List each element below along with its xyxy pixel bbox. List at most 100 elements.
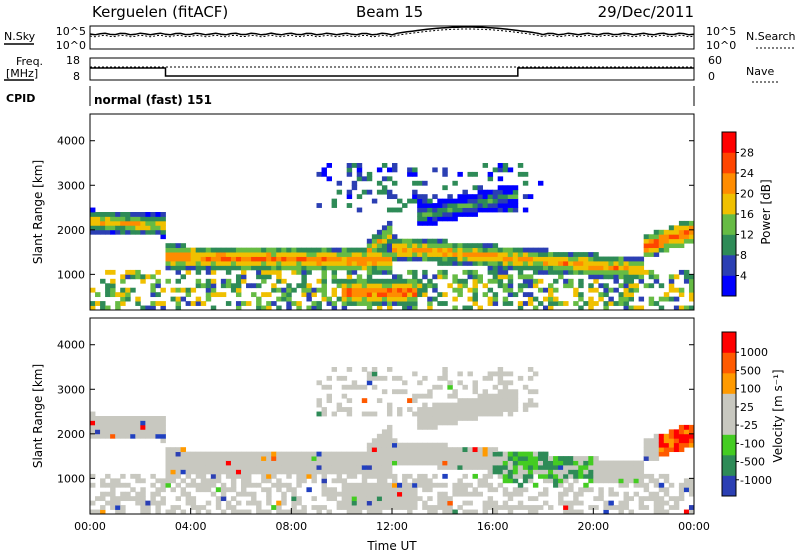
power-cell xyxy=(361,265,368,271)
power-cell xyxy=(583,261,589,266)
power-cell xyxy=(668,296,675,302)
velocity-cell xyxy=(548,473,554,479)
power-cell xyxy=(386,189,393,195)
velocity-cell xyxy=(502,389,509,395)
power-cell xyxy=(261,256,267,262)
x-tick-label: 00:00 xyxy=(678,520,710,533)
velocity-cell xyxy=(527,478,534,484)
power-cell xyxy=(462,269,468,275)
velocity-ylabel: Slant Range [km] xyxy=(31,364,45,468)
velocity-cell xyxy=(402,460,408,466)
power-cell xyxy=(658,234,665,240)
power-cell xyxy=(462,278,468,284)
velocity-cell xyxy=(251,451,257,457)
power-cell xyxy=(341,283,348,289)
velocity-cell xyxy=(381,451,388,457)
velocity-cell xyxy=(331,478,338,484)
power-cell xyxy=(437,256,443,262)
power-cell xyxy=(442,198,448,204)
velocity-cell xyxy=(175,447,181,453)
power-cell xyxy=(507,198,514,204)
velocity-cell xyxy=(432,460,438,466)
power-cell xyxy=(467,194,473,200)
power-cell xyxy=(331,305,338,311)
power-cell xyxy=(472,256,478,262)
velocity-cell xyxy=(447,393,453,399)
power-cell xyxy=(230,261,237,266)
power-cell xyxy=(563,269,569,275)
power-cell xyxy=(286,261,292,266)
velocity-cell xyxy=(321,465,327,470)
power-cell xyxy=(543,296,549,302)
velocity-cell xyxy=(613,505,619,510)
power-cell xyxy=(502,269,509,275)
power-cell xyxy=(427,243,433,249)
power-cell xyxy=(256,261,262,266)
power-cell xyxy=(346,269,353,275)
velocity-cell xyxy=(246,491,252,497)
velocity-cell xyxy=(618,505,624,510)
velocity-cell xyxy=(316,380,322,386)
velocity-cell xyxy=(356,505,363,510)
velocity-cell xyxy=(230,487,237,493)
velocity-cell xyxy=(230,469,237,475)
velocity-cell xyxy=(266,473,272,479)
velocity-cell xyxy=(537,469,544,475)
velocity-cell xyxy=(286,451,292,457)
velocity-cell xyxy=(407,473,413,479)
power-cell xyxy=(653,247,660,253)
power-cell xyxy=(397,301,403,306)
power-cell xyxy=(291,261,297,266)
power-cell xyxy=(376,278,383,284)
velocity-cell xyxy=(412,500,418,506)
power-cell xyxy=(386,283,393,289)
power-cell xyxy=(341,261,348,266)
velocity-colorbar-tick-label: -25 xyxy=(740,419,758,432)
velocity-cell xyxy=(351,469,358,475)
power-cell xyxy=(150,274,156,280)
power-cell xyxy=(120,296,126,302)
velocity-cell xyxy=(397,389,403,395)
velocity-cell xyxy=(230,505,237,510)
velocity-cell xyxy=(623,469,629,475)
power-cell xyxy=(125,225,131,231)
power-cell xyxy=(472,212,478,217)
velocity-cell xyxy=(190,482,197,488)
power-cell xyxy=(593,256,599,262)
power-cell xyxy=(442,207,448,213)
power-cell xyxy=(432,216,438,222)
velocity-cell xyxy=(321,473,327,479)
power-cell xyxy=(386,278,393,284)
velocity-cell xyxy=(553,473,559,479)
velocity-cell xyxy=(457,456,463,461)
velocity-cell xyxy=(437,505,443,510)
x-tick-label: 00:00 xyxy=(74,520,106,533)
velocity-cell xyxy=(407,460,413,466)
velocity-cell xyxy=(205,460,212,466)
velocity-cell xyxy=(281,500,287,506)
power-cell xyxy=(386,225,393,231)
power-cell xyxy=(412,238,418,244)
velocity-cell xyxy=(281,456,287,461)
power-cell xyxy=(336,296,343,302)
velocity-colorbar-tick-label: -100 xyxy=(740,437,765,450)
velocity-cell xyxy=(336,407,343,412)
nave-tick-bottom: 0 xyxy=(708,70,715,83)
power-cell xyxy=(472,247,478,253)
velocity-cell xyxy=(246,465,252,470)
velocity-cell xyxy=(281,469,287,475)
velocity-cell xyxy=(115,424,121,430)
power-cell xyxy=(517,247,524,253)
power-cell xyxy=(185,256,192,262)
power-cell xyxy=(442,274,448,280)
power-cell xyxy=(356,256,363,262)
velocity-cell xyxy=(563,487,569,493)
velocity-cell xyxy=(452,447,458,453)
velocity-cell xyxy=(115,433,121,439)
velocity-cell xyxy=(346,451,353,457)
velocity-cell xyxy=(502,393,509,399)
power-cell xyxy=(447,198,453,204)
velocity-cell xyxy=(241,469,247,475)
power-cell xyxy=(386,229,393,235)
velocity-cell xyxy=(296,482,302,488)
